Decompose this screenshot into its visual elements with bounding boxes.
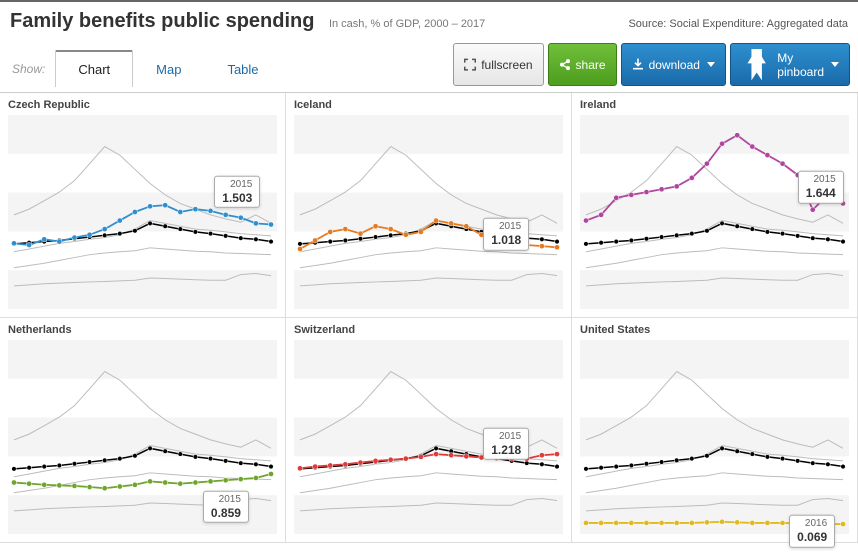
view-tabs: Show: Chart Map Table — [8, 49, 282, 86]
plot-area — [294, 115, 563, 309]
fullscreen-button[interactable]: fullscreen — [453, 43, 543, 86]
page-title: Family benefits public spending — [10, 10, 314, 32]
fullscreen-icon — [464, 49, 476, 80]
panel-title: Netherlands — [8, 324, 277, 336]
panel-title: Switzerland — [294, 324, 563, 336]
chart-panel: Switzerland20151.218 — [286, 318, 572, 543]
pinboard-button[interactable]: My pinboard — [730, 43, 850, 86]
plot-area — [8, 340, 277, 534]
panel-title: United States — [580, 324, 849, 336]
plot-area — [580, 340, 849, 534]
chart-panel: Ireland20151.644 — [572, 93, 858, 318]
plot-area — [8, 115, 277, 309]
chart-panel: United States20160.069 — [572, 318, 858, 543]
tab-map[interactable]: Map — [133, 51, 204, 87]
tab-chart[interactable]: Chart — [55, 50, 133, 87]
download-icon — [632, 49, 644, 80]
chart-panel: Czech Republic20151.503 — [0, 93, 286, 318]
plot-area — [294, 340, 563, 534]
share-icon — [559, 49, 571, 80]
source-text: Source: Social Expenditure: Aggregated d… — [628, 18, 848, 30]
action-buttons: fullscreen share download My pinboard — [453, 43, 850, 92]
pin-icon — [741, 49, 772, 80]
toolbar: Show: Chart Map Table fullscreen share d… — [0, 39, 858, 93]
plot-area — [580, 115, 849, 309]
header-bar: Family benefits public spending In cash,… — [0, 0, 858, 39]
chart-panel: Netherlands20150.859 — [0, 318, 286, 543]
chart-grid: Czech Republic20151.503Iceland20151.018I… — [0, 93, 858, 543]
panel-title: Ireland — [580, 99, 849, 111]
panel-title: Czech Republic — [8, 99, 277, 111]
chart-panel: Iceland20151.018 — [286, 93, 572, 318]
page-subtitle: In cash, % of GDP, 2000 – 2017 — [329, 18, 485, 30]
chevron-down-icon — [831, 62, 839, 67]
panel-title: Iceland — [294, 99, 563, 111]
share-button[interactable]: share — [548, 43, 617, 86]
chevron-down-icon — [707, 62, 715, 67]
tab-table[interactable]: Table — [204, 51, 281, 87]
download-button[interactable]: download — [621, 43, 726, 86]
show-label: Show: — [8, 54, 55, 86]
